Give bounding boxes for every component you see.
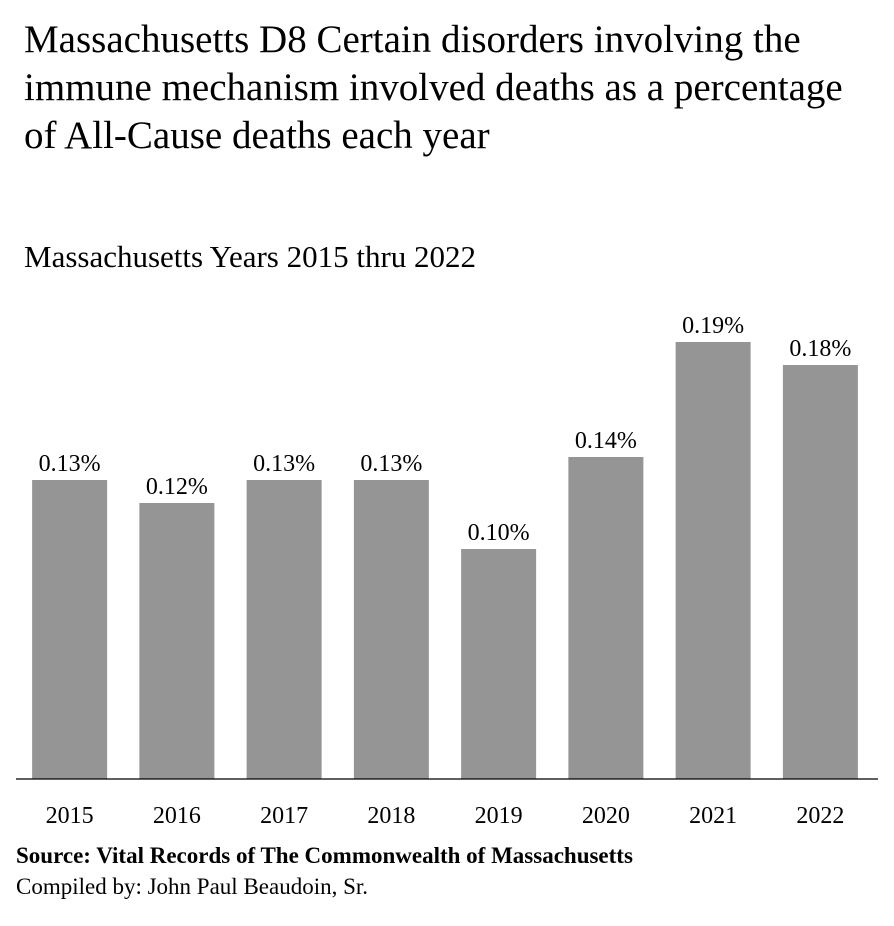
value-label-2016: 0.12% [146,474,208,500]
value-label-2015: 0.13% [39,451,101,477]
value-label-2021: 0.19% [682,313,744,339]
bar-2022 [782,365,858,779]
value-label-2019: 0.10% [468,520,530,546]
x-tick-label-2022: 2022 [796,803,844,829]
value-label-2022: 0.18% [789,336,851,362]
bar-2020 [568,457,644,779]
bars-group [32,342,858,779]
bar-2017 [246,480,322,779]
bar-2019 [461,549,537,779]
x-tick-labels-group: 2015 2016 2017 2018 2019 2020 2021 2022 [46,803,845,829]
compiled-by-note: Compiled by: John Paul Beaudoin, Sr. [16,874,369,899]
value-label-2017: 0.13% [253,451,315,477]
x-tick-label-2019: 2019 [475,803,523,829]
value-label-2018: 0.13% [360,451,422,477]
value-label-2020: 0.14% [575,428,637,454]
bar-2018 [353,480,429,779]
x-tick-label-2016: 2016 [153,803,201,829]
value-labels-group: 0.13% 0.12% 0.13% 0.13% 0.10% 0.14% 0.19% 0.18% [39,313,852,546]
bar-2015 [32,480,108,779]
source-note: Source: Vital Records of The Commonwealt… [16,843,633,868]
x-tick-label-2015: 2015 [46,803,94,829]
bar-2016 [139,503,215,779]
x-tick-label-2020: 2020 [582,803,630,829]
chart-subtitle: Massachusetts Years 2015 thru 2022 [24,239,477,274]
x-tick-label-2018: 2018 [367,803,415,829]
x-tick-label-2021: 2021 [689,803,737,829]
x-tick-label-2017: 2017 [260,803,308,829]
bar-2021 [675,342,751,779]
chart-title: Massachusetts D8 Certain disorders invol… [24,18,843,157]
